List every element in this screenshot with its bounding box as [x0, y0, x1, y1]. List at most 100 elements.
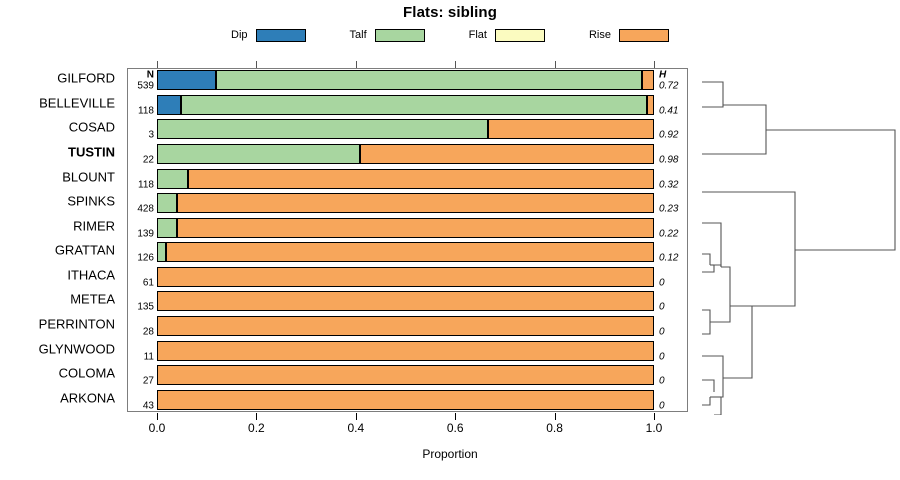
- h-column-header: H: [659, 69, 667, 81]
- x-tick-label: 1.0: [645, 421, 663, 435]
- row-h-value: 0.12: [659, 252, 679, 264]
- bar-segment-rise: [360, 144, 654, 164]
- x-tick-label: 0.8: [546, 421, 563, 435]
- dendrogram: [690, 60, 900, 415]
- x-tick-mark: [256, 413, 258, 420]
- row-n-value: 22: [142, 154, 154, 166]
- bar-row: [157, 144, 654, 164]
- bar-segment-rise: [157, 266, 654, 287]
- row-n-value: 28: [142, 326, 154, 338]
- x-tick-mark-top: [256, 61, 258, 68]
- bar-segment-talf: [157, 193, 177, 214]
- bar-segment-rise: [157, 389, 654, 410]
- row-label-column: GILFORD BELLEVILLE COSAD TUSTIN BLOUNT SPINKS…: [0, 0, 121, 480]
- bar-row: [157, 119, 654, 140]
- x-tick-label: 0.0: [148, 421, 166, 435]
- legend-label: Talf: [349, 29, 367, 41]
- x-tick-label: 0.2: [248, 421, 265, 435]
- legend-label: Rise: [588, 29, 611, 41]
- row-h-value: 0.72: [659, 80, 679, 92]
- bar-segment-rise: [165, 242, 654, 263]
- bar-row: [157, 365, 654, 386]
- bar-segment-rise: [157, 340, 654, 361]
- row-label-metea: METEA: [70, 291, 115, 307]
- row-h-value: 0.23: [659, 203, 679, 215]
- bar-segment-talf: [157, 242, 166, 263]
- bar-row: [157, 340, 654, 361]
- row-n-value: 43: [142, 400, 154, 412]
- bar-row: [157, 168, 654, 189]
- bar-segment-talf: [157, 144, 361, 164]
- row-n-value: 139: [137, 228, 154, 240]
- bar-row: [157, 94, 654, 115]
- bar-segment-talf: [215, 70, 643, 91]
- x-tick-mark: [554, 413, 556, 420]
- row-h-value: 0: [659, 326, 665, 338]
- dendrogram-svg: [702, 81, 896, 415]
- bar-segment-rise: [157, 291, 654, 312]
- bar-segment-rise: [488, 119, 654, 140]
- bar-segment-talf: [157, 168, 188, 189]
- row-h-value: 0.98: [659, 154, 679, 166]
- legend-item-talf: Talf: [349, 28, 425, 42]
- row-label-rimer: RIMER: [73, 218, 115, 234]
- row-label-tustin: TUSTIN: [68, 144, 115, 160]
- row-h-value: 0.22: [659, 228, 679, 240]
- row-h-value: 0: [659, 375, 665, 387]
- n-column-header: N: [146, 69, 154, 81]
- row-label-glynwood: GLYNWOOD: [38, 341, 115, 357]
- bar-segment-rise: [187, 168, 654, 189]
- bar-row: [157, 70, 654, 91]
- bar-segment-rise: [176, 193, 654, 214]
- bar-segment-rise: [647, 94, 654, 115]
- row-h-value: 0: [659, 351, 665, 363]
- row-h-value: 0: [659, 400, 665, 412]
- bar-row: [157, 316, 654, 336]
- row-n-value: 428: [137, 203, 154, 215]
- bar-segment-talf: [157, 119, 489, 140]
- row-label-coloma: COLOMA: [58, 365, 115, 381]
- bar-segment-talf: [180, 94, 648, 115]
- bar-row: [157, 242, 654, 263]
- legend-swatch-rise: [619, 28, 669, 42]
- x-tick-mark-top: [654, 61, 655, 68]
- legend-swatch-flat: [494, 28, 545, 42]
- chart-legend: Dip Talf Flat Rise: [0, 26, 900, 44]
- row-h-value: 0: [659, 301, 665, 313]
- row-label-belleville: BELLEVILLE: [39, 95, 115, 111]
- bar-segment-rise: [157, 316, 654, 336]
- bar-row: [157, 389, 654, 410]
- bar-row: [157, 217, 654, 238]
- bar-row: [157, 266, 654, 287]
- x-tick-mark: [455, 413, 457, 420]
- row-n-value: 118: [138, 179, 154, 191]
- bar-segment-rise: [176, 217, 654, 238]
- row-h-value: 0: [659, 277, 665, 289]
- row-n-value: 11: [143, 351, 154, 363]
- page-title: Flats: sibling: [403, 4, 497, 21]
- row-h-value: 0.92: [659, 129, 679, 141]
- x-tick-label: 0.4: [347, 421, 365, 435]
- row-label-gilford: GILFORD: [57, 70, 115, 86]
- bar-row: [157, 291, 654, 312]
- legend-item-dip: Dip: [231, 28, 306, 42]
- row-label-spinks: SPINKS: [67, 193, 115, 209]
- x-tick-mark: [157, 413, 158, 420]
- x-tick-mark-top: [157, 61, 158, 68]
- row-n-value: 126: [137, 252, 154, 264]
- legend-item-rise: Rise: [588, 28, 669, 42]
- bar-segment-rise: [642, 70, 654, 91]
- legend-item-flat: Flat: [469, 28, 545, 42]
- x-tick-mark: [355, 413, 357, 420]
- row-n-value: 118: [138, 105, 154, 117]
- bar-segment-talf: [157, 217, 177, 238]
- row-n-value: 135: [137, 301, 154, 313]
- legend-swatch-dip: [255, 28, 306, 42]
- x-axis-title: Proportion: [422, 447, 478, 461]
- row-label-cosad: COSAD: [68, 119, 115, 135]
- row-n-value: 27: [142, 375, 154, 387]
- row-label-perrinton: PERRINTON: [38, 316, 115, 332]
- row-n-value: 61: [142, 277, 154, 289]
- row-label-arkona: ARKONA: [60, 390, 115, 406]
